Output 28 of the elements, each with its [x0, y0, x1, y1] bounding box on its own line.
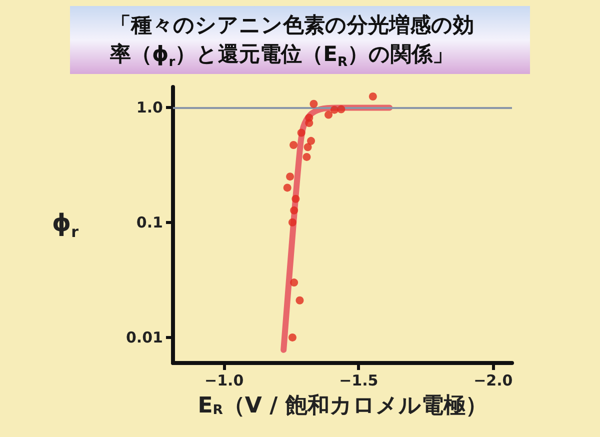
point — [290, 278, 298, 287]
point — [324, 110, 333, 119]
point — [307, 136, 316, 145]
x-axis-title: ER（V / 飽和カロメル電極） — [198, 394, 488, 418]
point — [304, 143, 312, 152]
point — [302, 152, 311, 161]
point — [290, 141, 298, 150]
x-tick-label: −1.0 — [204, 372, 244, 390]
y-tick-label: 1.0 — [136, 98, 163, 116]
point — [288, 333, 296, 342]
point — [283, 184, 292, 192]
point — [337, 105, 346, 114]
point — [368, 92, 377, 101]
point — [310, 100, 318, 108]
x-tick-label: −1.5 — [339, 372, 378, 390]
x-tick-label: −2.0 — [474, 372, 513, 390]
point — [330, 106, 338, 114]
point — [292, 194, 300, 203]
y-axis-title: ϕ$_{r}$ — [52, 208, 79, 241]
point — [297, 128, 306, 137]
point — [296, 296, 304, 304]
chart-title: 「種々のシアニン色素の分光増感の効率（ϕ$_{r}$）と還元電位（E$_{R}$）の関係」 — [110, 12, 475, 70]
y-tick-label: 0.01 — [126, 328, 163, 346]
y-tick-label: 0.1 — [136, 213, 163, 232]
point — [288, 218, 296, 226]
point — [290, 206, 298, 214]
point — [305, 119, 314, 127]
point — [286, 172, 294, 181]
